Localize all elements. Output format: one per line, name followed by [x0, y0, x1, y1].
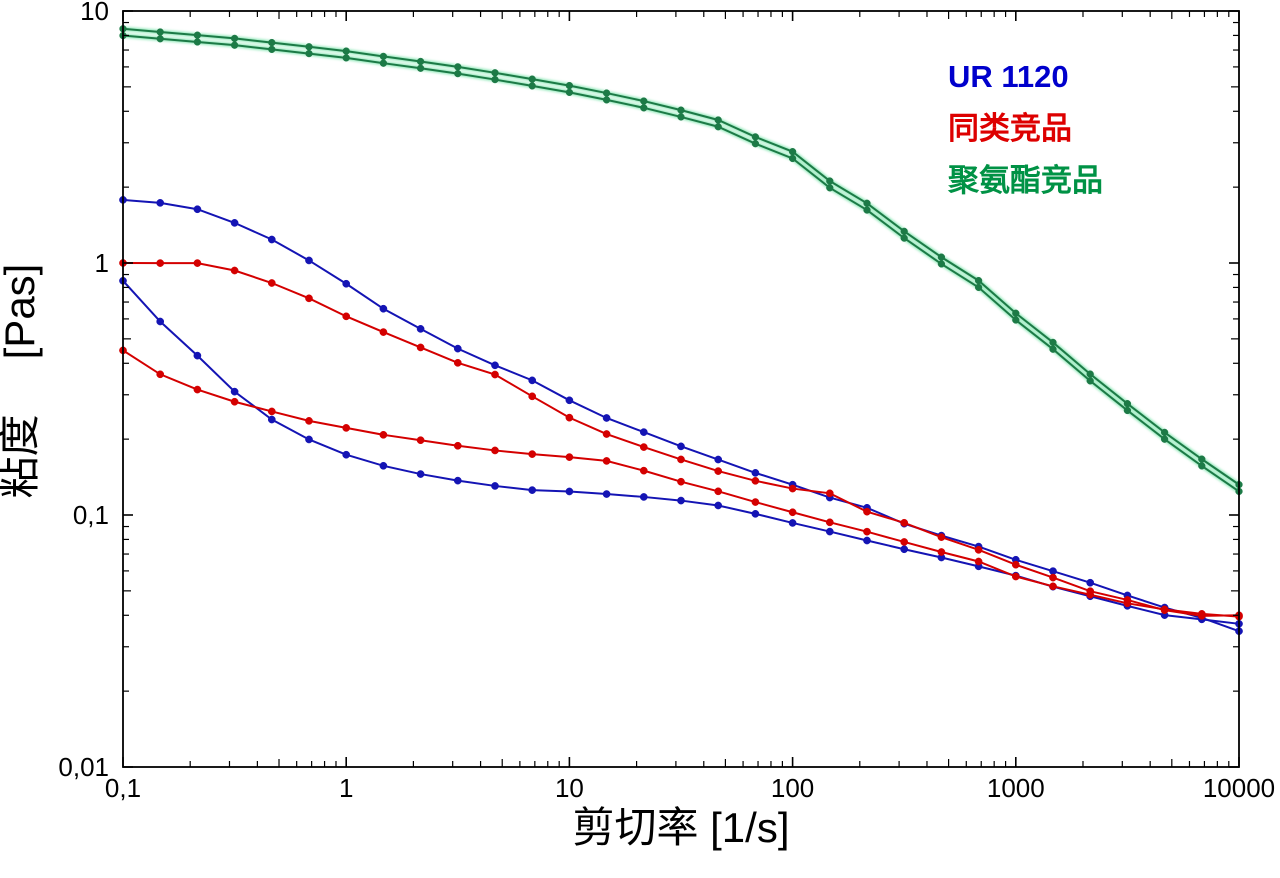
svg-text:剪切率 [1/s]: 剪切率 [1/s]	[572, 804, 789, 851]
svg-text:10: 10	[555, 773, 584, 803]
svg-text:1000: 1000	[987, 773, 1045, 803]
svg-text:聚氨酯竞品: 聚氨酯竞品	[947, 163, 1103, 198]
svg-text:0,1: 0,1	[105, 773, 141, 803]
svg-text:10: 10	[80, 0, 109, 26]
svg-text:1: 1	[339, 773, 353, 803]
svg-text:0,01: 0,01	[58, 752, 109, 782]
svg-text:1: 1	[95, 248, 109, 278]
svg-text:0,1: 0,1	[73, 500, 109, 530]
svg-text:同类竞品: 同类竞品	[948, 111, 1072, 146]
svg-text:UR 1120: UR 1120	[948, 59, 1069, 94]
svg-text:100: 100	[771, 773, 814, 803]
svg-text:10000: 10000	[1203, 773, 1275, 803]
